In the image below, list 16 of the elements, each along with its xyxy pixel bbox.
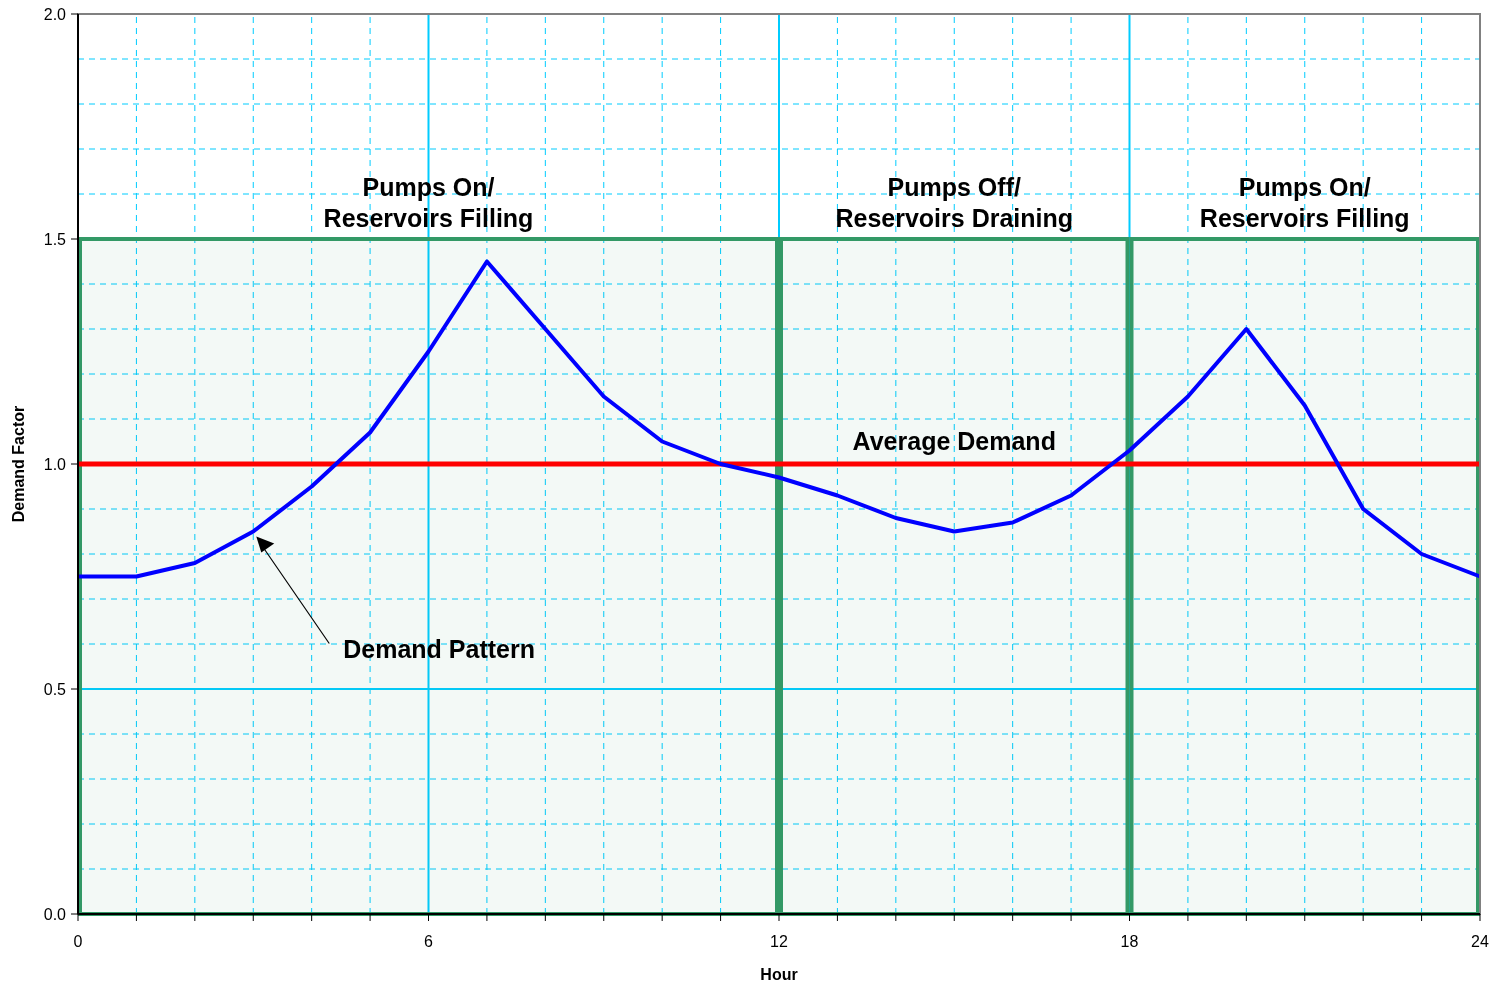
y-tick-label: 2.0 [43,6,67,23]
x-tick-label: 12 [770,933,788,950]
x-axis-title: Hour [760,966,798,983]
line-series [76,259,1482,579]
x-tick-label: 6 [424,933,434,950]
y-axis-title: Demand Factor [10,405,27,523]
y-tick-label: 0.0 [43,906,67,923]
y-tick-label: 1.5 [43,231,67,248]
x-tick-label: 0 [73,933,83,950]
ref-line-label: Average Demand [852,427,1056,455]
y-tick-label: 0.5 [43,681,67,698]
x-tick-label: 18 [1120,933,1139,950]
x-tick-label: 24 [1471,933,1489,950]
band-label: Pumps Off/ Reservoirs Draining [835,173,1074,232]
band-label: Pumps On/ Reservoirs Filling [1199,173,1410,232]
y-tick-label: 1.0 [43,456,67,473]
